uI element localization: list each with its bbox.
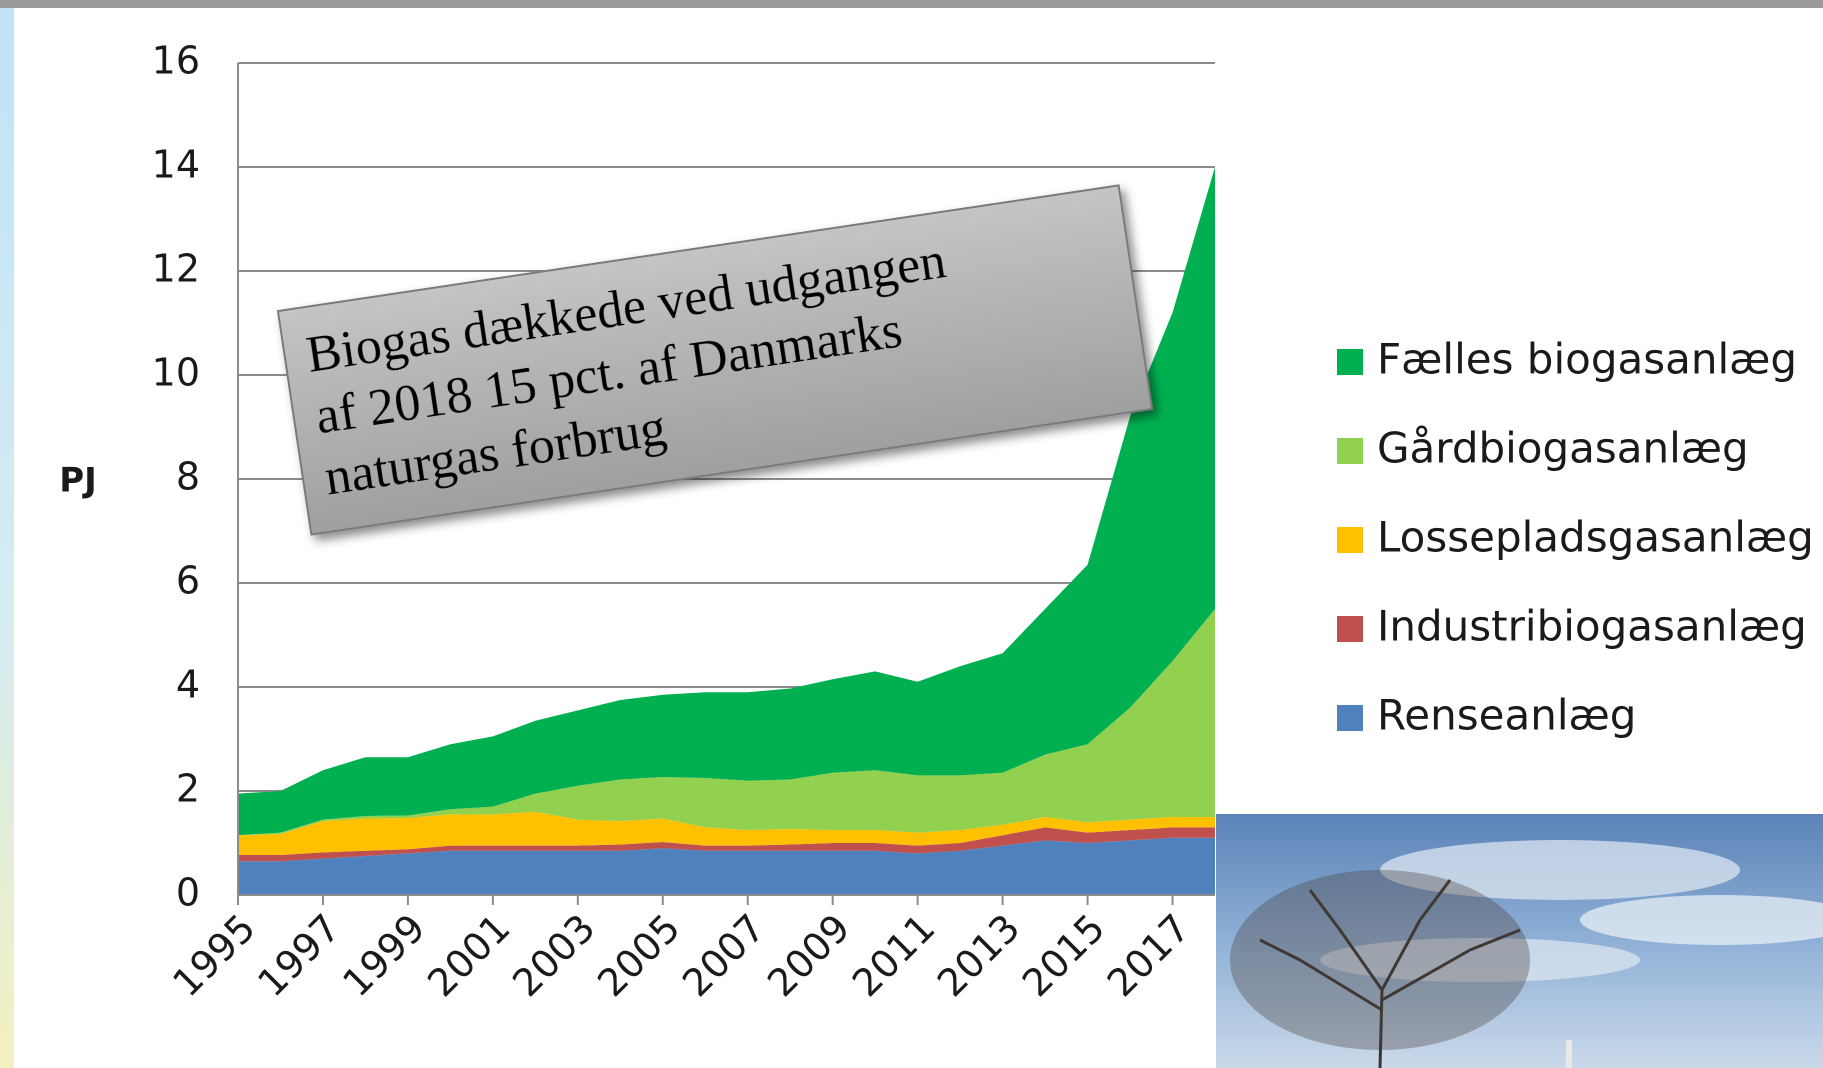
y-tick-label: 6 xyxy=(176,559,200,603)
y-tick-label: 14 xyxy=(152,143,200,187)
area xyxy=(238,827,1215,862)
annotation-box xyxy=(276,184,1154,536)
y-tick-label: 16 xyxy=(152,39,200,83)
slide-top-border xyxy=(0,0,1823,8)
y-tick-label: 8 xyxy=(176,455,200,499)
legend-label: Fælles biogasanlæg xyxy=(1377,335,1797,384)
legend-label: Gårdbiogasanlæg xyxy=(1377,424,1749,473)
area xyxy=(238,837,1215,895)
legend-label: Lossepladsgasanlæg xyxy=(1377,513,1814,562)
y-tick-label: 0 xyxy=(176,871,200,915)
legend-swatch xyxy=(1337,616,1363,642)
legend-swatch xyxy=(1337,705,1363,731)
legend-swatch xyxy=(1337,349,1363,375)
legend-label: Industribiogasanlæg xyxy=(1377,602,1807,651)
y-tick-label: 4 xyxy=(176,663,200,707)
legend-label: Renseanlæg xyxy=(1377,691,1636,740)
y-tick-label: 2 xyxy=(176,767,200,811)
area xyxy=(238,167,1215,836)
y-tick-label: 10 xyxy=(152,351,200,395)
y-axis-label: PJ xyxy=(59,461,97,501)
legend-swatch xyxy=(1337,527,1363,553)
area xyxy=(238,609,1215,836)
photo xyxy=(1216,814,1823,1068)
legend-swatch xyxy=(1337,438,1363,464)
area xyxy=(238,811,1215,855)
y-tick-label: 12 xyxy=(152,247,200,291)
slide-edge xyxy=(0,0,14,1068)
